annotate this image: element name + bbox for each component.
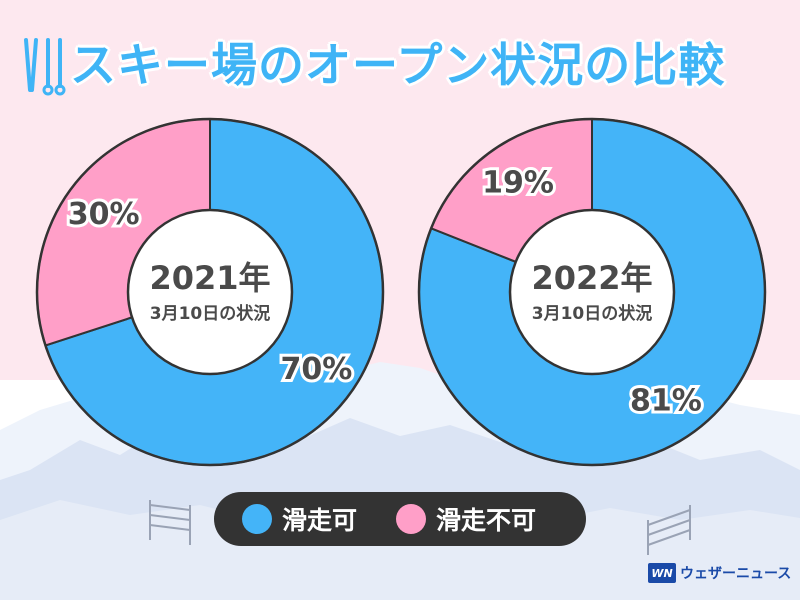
chart-1-center-sublabel: 3月10日の状況 xyxy=(150,303,271,324)
fence-right xyxy=(647,505,691,555)
legend-label-closed: 滑走不可 xyxy=(436,506,537,535)
legend-swatch-closed xyxy=(396,504,426,534)
chart-1-slice-1-label: 70% xyxy=(280,352,352,387)
fence-left xyxy=(149,500,191,545)
chart-2-slice-1-label: 81% xyxy=(630,383,702,418)
chart-2-outline xyxy=(417,117,767,467)
chart-2-hole xyxy=(508,208,676,376)
chart-2-center-sublabel: 3月10日の状況 xyxy=(532,303,653,324)
legend-swatch-open xyxy=(242,504,272,534)
chart-1-hole xyxy=(126,208,294,376)
snow-mountain-shade-2 xyxy=(0,500,800,600)
legend-item-open: 滑走可 xyxy=(242,492,357,546)
legend: 滑走可 滑走不可 xyxy=(214,492,586,546)
chart-2-center-label: 2022年 xyxy=(531,259,652,297)
chart-1-outline xyxy=(35,117,385,467)
legend-label-open: 滑走可 xyxy=(282,506,358,535)
page-title: スキー場のオープン状況の比較 xyxy=(70,38,726,92)
brand-logo: WN xyxy=(648,563,676,583)
ski-icon xyxy=(24,38,66,96)
chart-2-slice-2-label: 19% xyxy=(482,166,554,201)
chart-1-slice-2-label: 30% xyxy=(68,197,140,232)
brand: WN ウェザーニュース xyxy=(648,560,791,586)
legend-item-closed: 滑走不可 xyxy=(396,492,536,546)
chart-1-center-label: 2021年 xyxy=(149,259,270,297)
brand-name: ウェザーニュース xyxy=(680,566,792,582)
